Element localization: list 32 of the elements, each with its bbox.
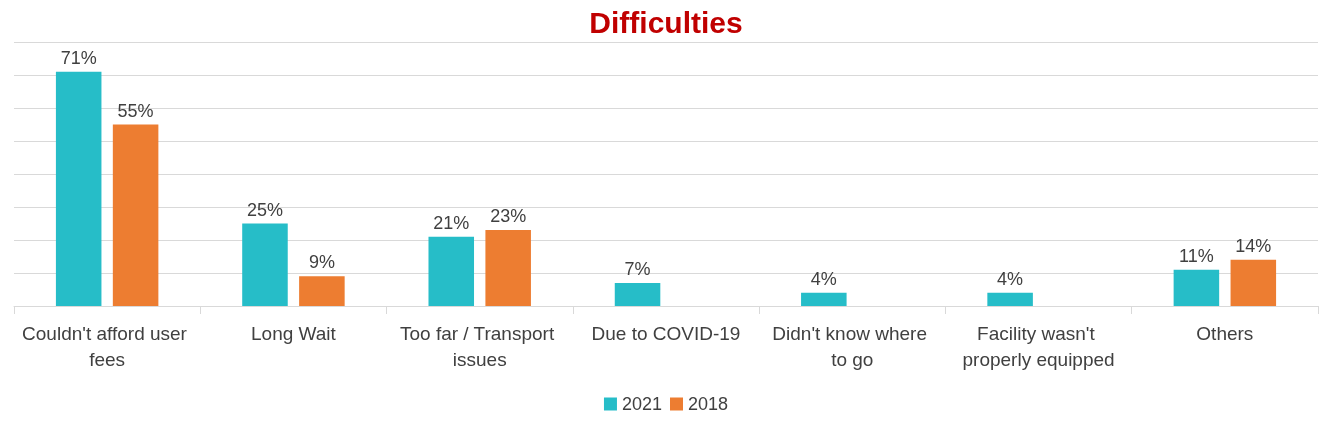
bar	[1230, 259, 1277, 306]
bar	[242, 223, 288, 306]
data-label: 7%	[624, 258, 651, 279]
data-label: 14%	[1235, 235, 1272, 256]
x-tick-label: Didn't know where to go	[772, 322, 933, 370]
data-label: 4%	[810, 268, 837, 289]
x-tick-label: Due to COVID-19	[591, 322, 741, 344]
legend-label: 2021	[621, 394, 662, 414]
x-tick-label: Couldn't afford user fees	[22, 322, 193, 370]
bar	[614, 282, 661, 306]
bar	[55, 71, 102, 306]
data-label: 71%	[60, 47, 97, 68]
x-tick-label: Long Wait	[251, 322, 337, 344]
x-tick-label: Facility wasn't properly equipped	[962, 322, 1115, 370]
bar	[428, 236, 475, 306]
data-label: 23%	[490, 206, 527, 227]
legend-label: 2018	[688, 394, 729, 414]
x-tick-label: Others	[1196, 322, 1254, 344]
data-label: 55%	[117, 100, 154, 121]
data-label: 11%	[1179, 245, 1214, 266]
bar	[112, 124, 159, 306]
bar	[299, 276, 345, 306]
bar	[485, 230, 531, 306]
x-tick-label: Too far / Transport issues	[399, 322, 560, 370]
data-label: 21%	[433, 212, 470, 233]
data-label: 4%	[997, 268, 1024, 289]
bar	[1173, 269, 1220, 306]
bar	[801, 292, 847, 306]
data-label: 25%	[246, 199, 283, 220]
bar	[987, 292, 1033, 306]
data-label: 9%	[308, 252, 335, 273]
chart-title: Difficulties	[589, 5, 743, 39]
